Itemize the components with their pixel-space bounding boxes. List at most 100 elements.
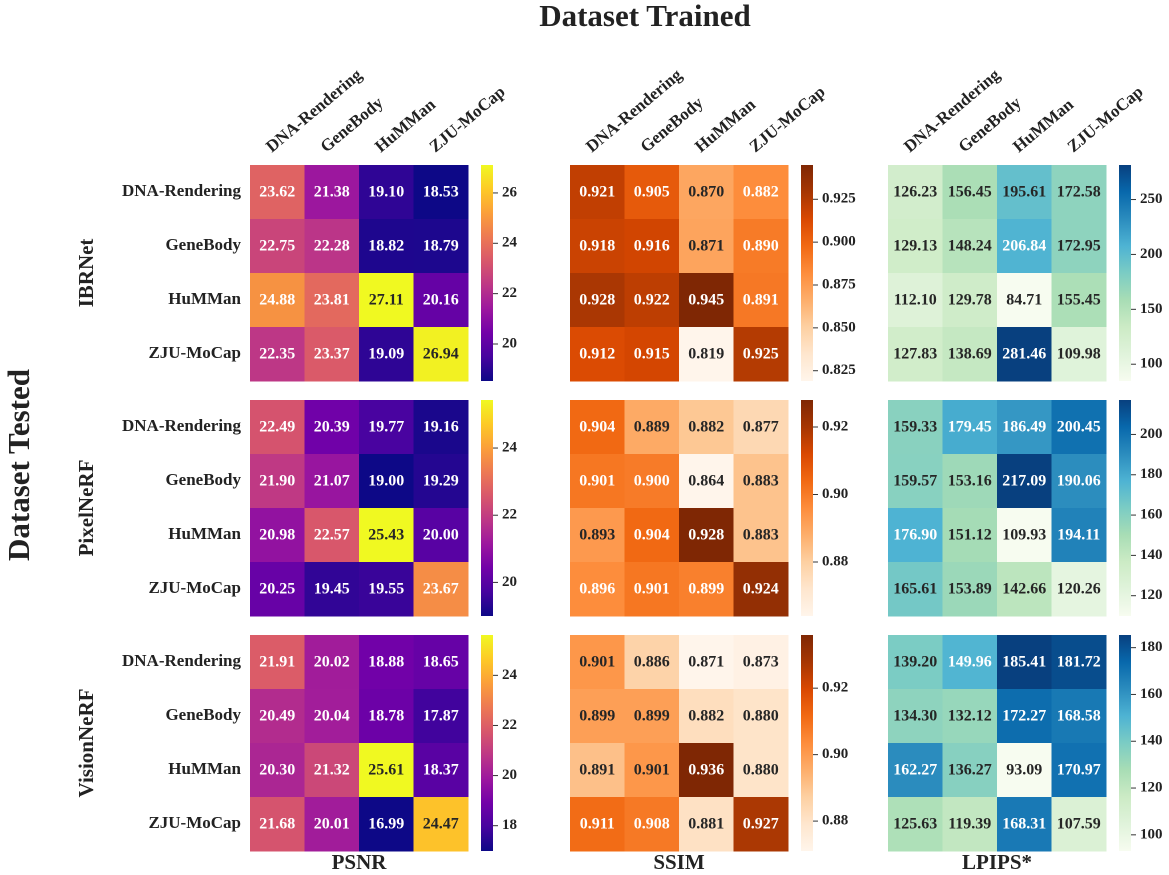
x-tick-label: DNA-Rendering: [262, 65, 366, 156]
cell-label: 0.922: [634, 292, 670, 309]
y-tick-label: ZJU-MoCap: [148, 578, 241, 597]
cell-label: 21.38: [314, 184, 350, 201]
heatmap-cell: [888, 219, 943, 274]
heatmap-cell: [997, 635, 1052, 690]
cell-label: 0.901: [579, 473, 615, 490]
cell-label: 24.47: [423, 816, 459, 833]
heatmap-cell: [359, 165, 414, 220]
cell-label: 0.912: [579, 346, 615, 363]
y-tick-label: GeneBody: [165, 705, 241, 724]
cell-label: 0.899: [579, 708, 615, 725]
heatmap-cell: [570, 400, 625, 455]
heatmap-cell: [624, 454, 680, 509]
row-group-label: VisionNeRF: [74, 689, 98, 798]
cell-label: 179.45: [948, 419, 992, 436]
cell-label: 18.82: [368, 238, 404, 255]
cell-label: 0.899: [634, 708, 670, 725]
colorbar: [481, 635, 493, 851]
cell-label: 19.09: [368, 346, 404, 363]
cell-label: 0.899: [688, 581, 724, 598]
heatmap-cell: [304, 400, 360, 455]
heatmap-cell: [679, 562, 734, 617]
heatmap-cell: [997, 219, 1052, 274]
heatmap-cell: [942, 562, 998, 617]
heatmap-cell: [624, 165, 680, 220]
cell-label: 23.67: [423, 581, 459, 598]
heatmap-cell: [888, 797, 943, 852]
heatmap-cell: [413, 562, 469, 617]
cell-label: 127.83: [893, 346, 937, 363]
heatmap-cell: [624, 562, 680, 617]
cell-label: 22.35: [259, 346, 295, 363]
cell-label: 0.921: [579, 184, 615, 201]
heatmap-cell: [570, 743, 625, 798]
cell-label: 168.58: [1057, 708, 1101, 725]
cell-label: 19.16: [423, 419, 459, 436]
x-tick-label: DNA-Rendering: [900, 65, 1004, 156]
heatmap-cell: [733, 562, 789, 617]
cell-label: 0.819: [688, 346, 724, 363]
y-tick-label: ZJU-MoCap: [148, 343, 241, 362]
cell-label: 25.61: [368, 762, 404, 779]
heatmap-cell: [997, 743, 1052, 798]
colorbar-tick-label: 20: [502, 335, 517, 351]
cell-label: 0.915: [634, 346, 670, 363]
heatmap-cell: [733, 273, 789, 328]
cell-label: 0.870: [688, 184, 724, 201]
heatmap-cell: [624, 219, 680, 274]
x-axis-title: SSIM: [653, 850, 705, 874]
colorbar-tick-label: 0.88: [822, 553, 848, 569]
cell-label: 0.882: [688, 419, 724, 436]
cell-label: 120.26: [1057, 581, 1101, 598]
heatmap-cell: [1051, 562, 1107, 617]
x-tick-label: ZJU-MoCap: [1064, 82, 1147, 156]
heatmap-cell: [304, 508, 360, 563]
colorbar-tick-label: 0.90: [822, 746, 848, 762]
y-tick-label: DNA-Rendering: [122, 651, 241, 670]
heatmap-cell: [413, 743, 469, 798]
cell-label: 129.78: [948, 292, 992, 309]
cell-label: 129.13: [893, 238, 937, 255]
heatmap-cell: [359, 400, 414, 455]
y-tick-label: HuMMan: [168, 524, 241, 543]
cell-label: 24.88: [259, 292, 295, 309]
heatmap-panel: 23.62 21.38 19.10 18.53 22.75 22.28 18.82 18.79…: [250, 165, 469, 382]
cell-label: 155.45: [1057, 292, 1101, 309]
cell-label: 21.90: [259, 473, 295, 490]
x-tick-label: ZJU-MoCap: [746, 82, 829, 156]
cell-label: 0.905: [634, 184, 670, 201]
y-tick-label: ZJU-MoCap: [148, 813, 241, 832]
cell-label: 0.893: [579, 527, 615, 544]
heatmap-cell: [1051, 273, 1107, 328]
heatmap-cell: [304, 743, 360, 798]
heatmap-cell: [942, 219, 998, 274]
heatmap-cell: [570, 635, 625, 690]
cell-label: 0.883: [743, 473, 779, 490]
colorbar-tick-label: 160: [1140, 507, 1163, 523]
cell-label: 172.58: [1057, 184, 1101, 201]
heatmap-cell: [304, 562, 360, 617]
cell-label: 19.45: [314, 581, 350, 598]
heatmap-panel: 0.921 0.905 0.870 0.882 0.918 0.916 0.871 0.890…: [570, 165, 789, 382]
heatmap-cell: [1051, 165, 1107, 220]
colorbar: [1119, 165, 1131, 381]
heatmap-cell: [413, 454, 469, 509]
heatmap-cell: [733, 327, 789, 382]
cell-label: 0.880: [743, 708, 779, 725]
colorbar-tick-label: 140: [1140, 547, 1163, 563]
colorbar: [1119, 400, 1131, 616]
cell-label: 172.27: [1002, 708, 1046, 725]
heatmap-cell: [679, 797, 734, 852]
heatmap-cell: [570, 454, 625, 509]
colorbar-tick-label: 0.88: [822, 813, 848, 829]
heatmap-cell: [413, 165, 469, 220]
heatmap-cell: [679, 508, 734, 563]
cell-label: 109.98: [1057, 346, 1101, 363]
colorbar-tick-label: 20: [502, 574, 517, 590]
heatmap-cell: [888, 400, 943, 455]
colorbar: [801, 400, 813, 616]
colorbar-tick-label: 100: [1140, 356, 1163, 372]
heatmap-cell: [679, 400, 734, 455]
heatmap-cell: [1051, 400, 1107, 455]
cell-label: 0.881: [688, 816, 724, 833]
